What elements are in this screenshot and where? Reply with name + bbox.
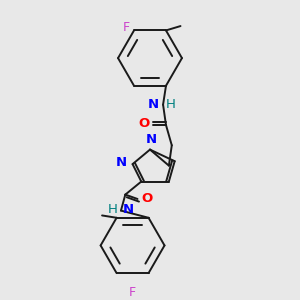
Text: H: H xyxy=(108,203,118,216)
Text: N: N xyxy=(148,98,159,111)
Text: N: N xyxy=(122,203,134,216)
Text: N: N xyxy=(116,156,127,169)
Text: H: H xyxy=(166,98,176,111)
Text: O: O xyxy=(142,193,153,206)
Text: F: F xyxy=(123,21,130,34)
Text: N: N xyxy=(146,133,157,146)
Text: F: F xyxy=(129,286,136,299)
Text: O: O xyxy=(138,117,149,130)
